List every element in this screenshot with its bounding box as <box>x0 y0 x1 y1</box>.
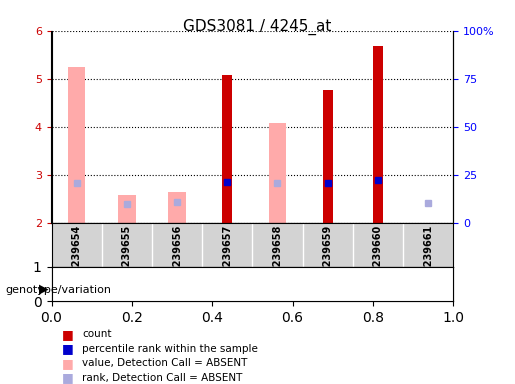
Text: not1-2: not1-2 <box>185 279 219 289</box>
Bar <box>252 267 353 301</box>
Text: ■: ■ <box>62 342 74 355</box>
Text: genotype/variation: genotype/variation <box>5 285 111 295</box>
Bar <box>152 267 252 301</box>
Bar <box>353 267 453 301</box>
Text: ▶: ▶ <box>39 282 48 295</box>
Text: GSM239658: GSM239658 <box>272 225 282 290</box>
Text: GDS3081 / 4245_at: GDS3081 / 4245_at <box>183 19 332 35</box>
Text: ■: ■ <box>62 328 74 341</box>
Text: GSM239659: GSM239659 <box>323 225 333 290</box>
Text: not1-2 spt3: not1-2 spt3 <box>373 279 433 289</box>
Bar <box>222 75 232 223</box>
Text: rank, Detection Call = ABSENT: rank, Detection Call = ABSENT <box>82 373 243 383</box>
Text: ■: ■ <box>62 357 74 370</box>
Text: spt3: spt3 <box>291 279 314 289</box>
Bar <box>373 46 383 223</box>
Bar <box>52 267 152 301</box>
Text: GSM239660: GSM239660 <box>373 225 383 290</box>
Text: GSM239661: GSM239661 <box>423 225 433 290</box>
Bar <box>118 195 135 223</box>
Bar <box>168 192 186 223</box>
Bar <box>323 90 333 223</box>
Bar <box>269 123 286 223</box>
Text: wild type: wild type <box>78 279 126 289</box>
Text: count: count <box>82 329 112 339</box>
Text: ■: ■ <box>62 371 74 384</box>
Text: GSM239654: GSM239654 <box>72 225 81 290</box>
Bar <box>68 67 85 223</box>
Text: GSM239655: GSM239655 <box>122 225 132 290</box>
Text: GSM239656: GSM239656 <box>172 225 182 290</box>
Text: GSM239657: GSM239657 <box>222 225 232 290</box>
Text: value, Detection Call = ABSENT: value, Detection Call = ABSENT <box>82 358 248 368</box>
Text: percentile rank within the sample: percentile rank within the sample <box>82 344 259 354</box>
